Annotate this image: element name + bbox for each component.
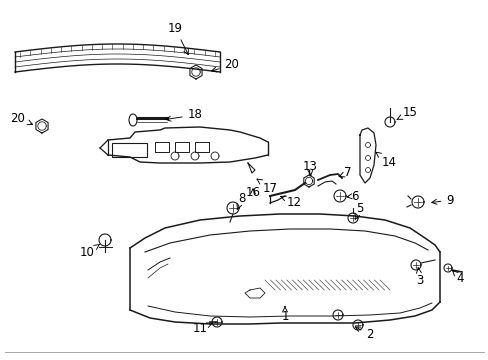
Text: 16: 16 bbox=[245, 186, 260, 199]
Text: 20: 20 bbox=[211, 58, 239, 72]
Text: 14: 14 bbox=[375, 152, 396, 168]
Text: 18: 18 bbox=[165, 108, 202, 122]
Text: 9: 9 bbox=[431, 194, 453, 207]
Text: 19: 19 bbox=[167, 22, 188, 55]
Text: 15: 15 bbox=[396, 107, 417, 120]
Text: 10: 10 bbox=[80, 244, 100, 260]
Bar bbox=[175, 142, 189, 152]
Text: 3: 3 bbox=[415, 268, 423, 287]
Text: 6: 6 bbox=[346, 189, 358, 202]
Bar bbox=[112, 143, 147, 157]
Text: 17: 17 bbox=[257, 179, 277, 194]
Bar bbox=[195, 142, 208, 152]
Text: 1: 1 bbox=[281, 307, 288, 323]
Text: 4: 4 bbox=[452, 271, 463, 284]
Text: 11: 11 bbox=[192, 321, 212, 334]
Text: 12: 12 bbox=[280, 195, 301, 208]
Text: 8: 8 bbox=[237, 192, 245, 210]
Text: 13: 13 bbox=[302, 159, 317, 175]
Text: 2: 2 bbox=[355, 327, 373, 342]
Bar bbox=[155, 142, 169, 152]
Text: 20: 20 bbox=[11, 112, 33, 125]
Text: 5: 5 bbox=[354, 202, 363, 220]
Text: 7: 7 bbox=[338, 166, 351, 180]
